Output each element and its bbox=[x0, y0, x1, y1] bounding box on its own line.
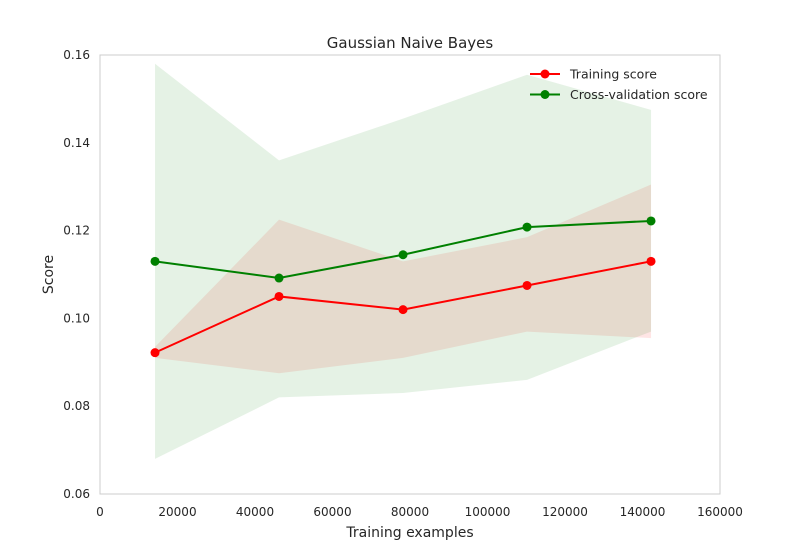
data-point bbox=[274, 273, 284, 283]
data-point bbox=[274, 291, 284, 301]
y-tick-label: 0.08 bbox=[63, 399, 90, 413]
x-tick-label: 140000 bbox=[620, 505, 666, 519]
legend: Training score Cross-validation score bbox=[530, 67, 708, 102]
y-tick-label: 0.16 bbox=[63, 48, 90, 62]
x-axis-label: Training examples bbox=[345, 525, 473, 541]
x-tick-label: 60000 bbox=[313, 505, 351, 519]
data-point bbox=[522, 222, 532, 232]
score-lines bbox=[150, 216, 656, 358]
x-tick-label: 0 bbox=[96, 505, 104, 519]
score-bands bbox=[155, 63, 652, 459]
data-point bbox=[150, 256, 160, 266]
data-point bbox=[398, 305, 408, 315]
data-point bbox=[646, 256, 656, 266]
chart-title: Gaussian Naive Bayes bbox=[327, 34, 494, 52]
y-tick-label: 0.06 bbox=[63, 487, 90, 501]
x-tick-label: 160000 bbox=[697, 505, 743, 519]
x-tick-label: 100000 bbox=[465, 505, 511, 519]
data-point bbox=[646, 216, 656, 226]
data-point bbox=[150, 348, 160, 358]
axis-ticks: 0 20000 40000 60000 80000 100000 120000 140000 1… bbox=[63, 48, 743, 519]
x-tick-label: 40000 bbox=[236, 505, 274, 519]
legend-swatch-marker bbox=[540, 90, 550, 99]
confidence-band bbox=[155, 184, 652, 374]
confidence-band bbox=[155, 63, 652, 459]
legend-swatch-marker bbox=[540, 69, 550, 79]
x-tick-label: 80000 bbox=[391, 505, 429, 519]
y-tick-label: 0.14 bbox=[63, 136, 90, 150]
y-tick-label: 0.12 bbox=[63, 224, 90, 238]
data-point bbox=[398, 250, 408, 260]
legend-label: Cross-validation score bbox=[570, 87, 708, 102]
data-point bbox=[522, 280, 532, 290]
x-tick-label: 20000 bbox=[158, 505, 196, 519]
x-tick-label: 120000 bbox=[542, 505, 588, 519]
y-tick-label: 0.10 bbox=[63, 311, 90, 325]
y-axis-label: Score bbox=[41, 255, 57, 294]
legend-label: Training score bbox=[569, 67, 657, 82]
plot-frame bbox=[99, 54, 721, 495]
